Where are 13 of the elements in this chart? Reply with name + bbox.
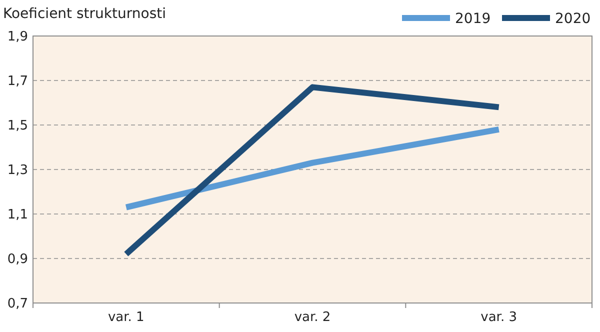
y-tick-label: 1,3 [7, 163, 28, 178]
y-tick-label: 1,9 [7, 30, 28, 45]
y-tick-label: 1,7 [7, 74, 28, 90]
x-tick-label: var. 2 [294, 310, 331, 325]
y-axis-title: Koeficient strukturnosti [3, 6, 166, 22]
y-tick-label: 0,7 [7, 296, 28, 312]
y-tick-label: 1,1 [7, 208, 28, 223]
y-tick-label: 1,5 [7, 118, 28, 134]
x-tick-label: var. 3 [480, 310, 518, 325]
x-tick-label: var. 1 [108, 310, 144, 325]
y-tick-label: 0,9 [7, 252, 28, 268]
legend-label: 2020 [555, 10, 591, 27]
legend-label: 2019 [455, 10, 491, 27]
